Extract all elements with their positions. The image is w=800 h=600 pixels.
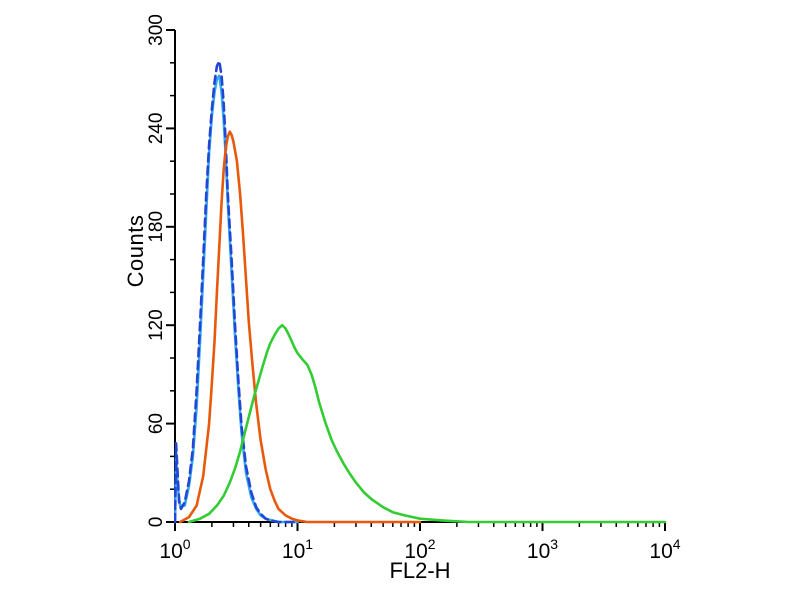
y-tick-label: 60 bbox=[146, 413, 167, 434]
y-tick-label: 240 bbox=[146, 113, 167, 145]
blue-dashed-histogram bbox=[174, 59, 299, 524]
orange-solid-histogram bbox=[178, 130, 422, 524]
x-tick-label: 102 bbox=[404, 536, 435, 563]
y-tick-label: 0 bbox=[146, 517, 167, 528]
y-tick-label: 300 bbox=[146, 14, 167, 46]
x-tick-label: 100 bbox=[159, 536, 190, 563]
x-tick-label: 104 bbox=[649, 536, 680, 563]
green-solid-histogram bbox=[187, 323, 667, 524]
x-axis-title: FL2-H bbox=[389, 558, 451, 583]
y-axis-title: Counts bbox=[123, 214, 148, 288]
y-tick-label: 180 bbox=[146, 211, 167, 243]
x-tick-label: 101 bbox=[282, 536, 313, 563]
x-tick-label: 103 bbox=[527, 536, 558, 563]
y-tick-label: 120 bbox=[146, 309, 167, 341]
